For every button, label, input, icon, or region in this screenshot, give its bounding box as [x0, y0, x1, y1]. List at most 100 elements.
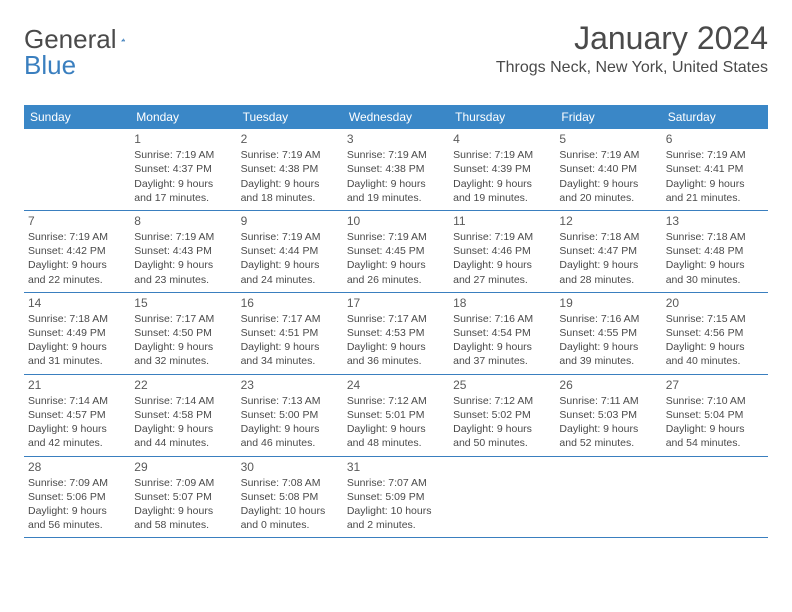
sunset-line: Sunset: 4:43 PM — [134, 244, 232, 258]
day-cell: 17Sunrise: 7:17 AMSunset: 4:53 PMDayligh… — [343, 293, 449, 374]
sunset-line: Sunset: 4:53 PM — [347, 326, 445, 340]
daylight-line: and 24 minutes. — [241, 273, 339, 287]
daylight-line: Daylight: 9 hours — [666, 177, 764, 191]
daylight-line: Daylight: 9 hours — [453, 177, 551, 191]
day-cell — [24, 129, 130, 210]
sunset-line: Sunset: 4:37 PM — [134, 162, 232, 176]
day-cell: 6Sunrise: 7:19 AMSunset: 4:41 PMDaylight… — [662, 129, 768, 210]
sunrise-line: Sunrise: 7:09 AM — [28, 476, 126, 490]
sunrise-line: Sunrise: 7:18 AM — [28, 312, 126, 326]
daylight-line: and 54 minutes. — [666, 436, 764, 450]
day-number: 17 — [347, 295, 445, 311]
day-number: 2 — [241, 131, 339, 147]
sunrise-line: Sunrise: 7:19 AM — [347, 230, 445, 244]
brand-part2: Blue — [24, 50, 76, 81]
day-cell: 18Sunrise: 7:16 AMSunset: 4:54 PMDayligh… — [449, 293, 555, 374]
day-number: 13 — [666, 213, 764, 229]
daylight-line: and 19 minutes. — [347, 191, 445, 205]
daylight-line: Daylight: 9 hours — [453, 258, 551, 272]
daylight-line: and 26 minutes. — [347, 273, 445, 287]
day-number: 25 — [453, 377, 551, 393]
sunrise-line: Sunrise: 7:12 AM — [453, 394, 551, 408]
weekday-cell: Saturday — [662, 105, 768, 129]
daylight-line: and 39 minutes. — [559, 354, 657, 368]
sail-icon — [121, 30, 126, 50]
sunset-line: Sunset: 4:56 PM — [666, 326, 764, 340]
week-row: 21Sunrise: 7:14 AMSunset: 4:57 PMDayligh… — [24, 375, 768, 457]
day-number: 23 — [241, 377, 339, 393]
daylight-line: Daylight: 9 hours — [347, 422, 445, 436]
day-cell: 2Sunrise: 7:19 AMSunset: 4:38 PMDaylight… — [237, 129, 343, 210]
daylight-line: Daylight: 9 hours — [134, 504, 232, 518]
sunset-line: Sunset: 5:04 PM — [666, 408, 764, 422]
daylight-line: and 18 minutes. — [241, 191, 339, 205]
day-cell: 24Sunrise: 7:12 AMSunset: 5:01 PMDayligh… — [343, 375, 449, 456]
sunrise-line: Sunrise: 7:14 AM — [134, 394, 232, 408]
sunrise-line: Sunrise: 7:14 AM — [28, 394, 126, 408]
day-cell: 12Sunrise: 7:18 AMSunset: 4:47 PMDayligh… — [555, 211, 661, 292]
day-cell: 21Sunrise: 7:14 AMSunset: 4:57 PMDayligh… — [24, 375, 130, 456]
sunset-line: Sunset: 4:46 PM — [453, 244, 551, 258]
day-number: 20 — [666, 295, 764, 311]
day-number: 30 — [241, 459, 339, 475]
day-number: 15 — [134, 295, 232, 311]
calendar: SundayMondayTuesdayWednesdayThursdayFrid… — [24, 105, 768, 538]
daylight-line: and 20 minutes. — [559, 191, 657, 205]
sunrise-line: Sunrise: 7:19 AM — [453, 230, 551, 244]
sunrise-line: Sunrise: 7:16 AM — [559, 312, 657, 326]
daylight-line: and 0 minutes. — [241, 518, 339, 532]
sunset-line: Sunset: 4:44 PM — [241, 244, 339, 258]
sunrise-line: Sunrise: 7:18 AM — [666, 230, 764, 244]
sunrise-line: Sunrise: 7:11 AM — [559, 394, 657, 408]
day-cell — [662, 457, 768, 538]
day-number: 9 — [241, 213, 339, 229]
daylight-line: and 21 minutes. — [666, 191, 764, 205]
day-cell: 22Sunrise: 7:14 AMSunset: 4:58 PMDayligh… — [130, 375, 236, 456]
daylight-line: Daylight: 9 hours — [559, 177, 657, 191]
day-number: 12 — [559, 213, 657, 229]
sunset-line: Sunset: 4:55 PM — [559, 326, 657, 340]
daylight-line: Daylight: 9 hours — [666, 340, 764, 354]
daylight-line: Daylight: 9 hours — [28, 340, 126, 354]
sunset-line: Sunset: 4:48 PM — [666, 244, 764, 258]
location: Throgs Neck, New York, United States — [496, 59, 768, 77]
day-cell: 20Sunrise: 7:15 AMSunset: 4:56 PMDayligh… — [662, 293, 768, 374]
sunset-line: Sunset: 5:00 PM — [241, 408, 339, 422]
day-cell — [555, 457, 661, 538]
day-number: 14 — [28, 295, 126, 311]
weekday-cell: Thursday — [449, 105, 555, 129]
daylight-line: Daylight: 10 hours — [241, 504, 339, 518]
day-cell: 8Sunrise: 7:19 AMSunset: 4:43 PMDaylight… — [130, 211, 236, 292]
daylight-line: Daylight: 9 hours — [666, 258, 764, 272]
sunrise-line: Sunrise: 7:13 AM — [241, 394, 339, 408]
sunset-line: Sunset: 4:54 PM — [453, 326, 551, 340]
week-row: 28Sunrise: 7:09 AMSunset: 5:06 PMDayligh… — [24, 457, 768, 539]
daylight-line: Daylight: 9 hours — [241, 177, 339, 191]
day-cell: 26Sunrise: 7:11 AMSunset: 5:03 PMDayligh… — [555, 375, 661, 456]
daylight-line: Daylight: 9 hours — [241, 340, 339, 354]
day-cell: 10Sunrise: 7:19 AMSunset: 4:45 PMDayligh… — [343, 211, 449, 292]
sunrise-line: Sunrise: 7:19 AM — [241, 230, 339, 244]
sunset-line: Sunset: 5:08 PM — [241, 490, 339, 504]
daylight-line: Daylight: 9 hours — [453, 422, 551, 436]
day-number: 6 — [666, 131, 764, 147]
day-number: 16 — [241, 295, 339, 311]
daylight-line: Daylight: 9 hours — [666, 422, 764, 436]
day-cell: 9Sunrise: 7:19 AMSunset: 4:44 PMDaylight… — [237, 211, 343, 292]
sunset-line: Sunset: 4:49 PM — [28, 326, 126, 340]
daylight-line: and 40 minutes. — [666, 354, 764, 368]
day-number: 8 — [134, 213, 232, 229]
day-cell: 19Sunrise: 7:16 AMSunset: 4:55 PMDayligh… — [555, 293, 661, 374]
day-cell: 28Sunrise: 7:09 AMSunset: 5:06 PMDayligh… — [24, 457, 130, 538]
daylight-line: and 28 minutes. — [559, 273, 657, 287]
day-cell: 5Sunrise: 7:19 AMSunset: 4:40 PMDaylight… — [555, 129, 661, 210]
day-cell: 1Sunrise: 7:19 AMSunset: 4:37 PMDaylight… — [130, 129, 236, 210]
sunrise-line: Sunrise: 7:19 AM — [241, 148, 339, 162]
daylight-line: Daylight: 9 hours — [28, 258, 126, 272]
daylight-line: and 34 minutes. — [241, 354, 339, 368]
sunset-line: Sunset: 5:02 PM — [453, 408, 551, 422]
day-number: 21 — [28, 377, 126, 393]
daylight-line: Daylight: 9 hours — [28, 504, 126, 518]
day-cell: 30Sunrise: 7:08 AMSunset: 5:08 PMDayligh… — [237, 457, 343, 538]
day-number: 11 — [453, 213, 551, 229]
